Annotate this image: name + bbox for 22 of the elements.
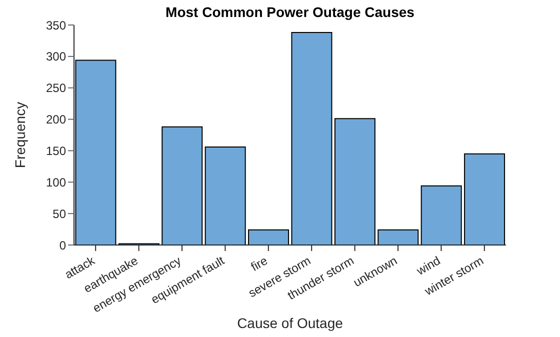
bar xyxy=(248,229,290,245)
y-tick-label: 100 xyxy=(46,175,66,190)
chart-title: Most Common Power Outage Causes xyxy=(164,4,416,20)
bar xyxy=(291,32,332,245)
bar xyxy=(204,146,246,245)
y-tick-label: 150 xyxy=(46,144,66,158)
bar xyxy=(75,60,116,245)
bar xyxy=(334,118,376,245)
y-tick-label: 200 xyxy=(46,112,66,127)
x-axis-title: Cause of Outage xyxy=(236,315,344,331)
bar xyxy=(162,126,203,245)
x-tick-label: wind xyxy=(413,253,443,278)
y-axis-title: Frequency xyxy=(12,102,28,168)
y-tick-label: 300 xyxy=(46,50,66,64)
bar xyxy=(464,153,506,245)
y-tick-label: 350 xyxy=(46,18,66,32)
x-tick-label: fire xyxy=(248,253,270,274)
bar xyxy=(420,185,462,245)
y-tick-label: 250 xyxy=(46,81,66,96)
y-tick-label: 50 xyxy=(52,206,66,221)
bar xyxy=(378,229,419,245)
y-tick-label: 0 xyxy=(59,238,66,252)
